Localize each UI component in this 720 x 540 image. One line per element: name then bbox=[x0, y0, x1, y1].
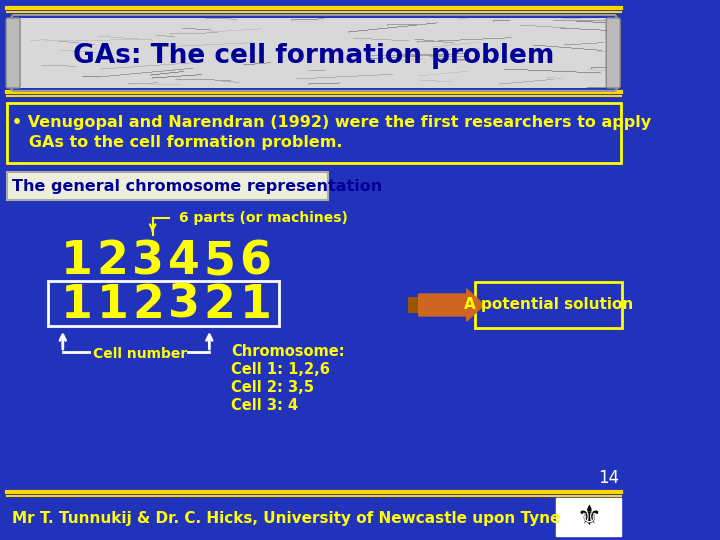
Text: Cell 3: 4: Cell 3: 4 bbox=[231, 399, 298, 414]
FancyBboxPatch shape bbox=[475, 282, 622, 328]
Text: 6: 6 bbox=[240, 240, 271, 285]
Text: The general chromosome representation: The general chromosome representation bbox=[12, 179, 382, 194]
Text: 2: 2 bbox=[132, 282, 164, 327]
Text: 14: 14 bbox=[598, 469, 619, 487]
Text: 4: 4 bbox=[168, 240, 200, 285]
Text: 3: 3 bbox=[132, 240, 164, 285]
Text: 1: 1 bbox=[60, 282, 93, 327]
FancyBboxPatch shape bbox=[606, 18, 620, 88]
Text: A potential solution: A potential solution bbox=[464, 298, 634, 313]
Text: ⚜: ⚜ bbox=[576, 503, 601, 531]
Text: 1: 1 bbox=[240, 282, 271, 327]
FancyBboxPatch shape bbox=[7, 103, 621, 163]
Text: 2: 2 bbox=[204, 282, 235, 327]
FancyArrow shape bbox=[419, 289, 484, 321]
Text: 1: 1 bbox=[60, 240, 93, 285]
Text: GAs to the cell formation problem.: GAs to the cell formation problem. bbox=[12, 136, 343, 151]
Text: 5: 5 bbox=[204, 240, 236, 285]
Text: GAs: The cell formation problem: GAs: The cell formation problem bbox=[73, 43, 554, 69]
FancyBboxPatch shape bbox=[557, 498, 621, 536]
FancyBboxPatch shape bbox=[48, 281, 279, 326]
Text: Cell 2: 3,5: Cell 2: 3,5 bbox=[231, 381, 314, 395]
Text: 1: 1 bbox=[96, 282, 128, 327]
Text: 6 parts (or machines): 6 parts (or machines) bbox=[179, 211, 348, 225]
Text: Mr T. Tunnukij & Dr. C. Hicks, University of Newcastle upon Tyne: Mr T. Tunnukij & Dr. C. Hicks, Universit… bbox=[12, 510, 561, 525]
Text: 2: 2 bbox=[96, 240, 128, 285]
Text: Chromosome:: Chromosome: bbox=[231, 345, 345, 360]
Text: Cell 1: 1,2,6: Cell 1: 1,2,6 bbox=[231, 362, 330, 377]
Text: • Venugopal and Narendran (1992) were the first researchers to apply: • Venugopal and Narendran (1992) were th… bbox=[12, 114, 652, 130]
Text: Cell number: Cell number bbox=[94, 347, 188, 361]
FancyBboxPatch shape bbox=[408, 297, 419, 313]
FancyBboxPatch shape bbox=[6, 18, 20, 88]
Text: 3: 3 bbox=[168, 282, 200, 327]
FancyBboxPatch shape bbox=[7, 172, 328, 200]
